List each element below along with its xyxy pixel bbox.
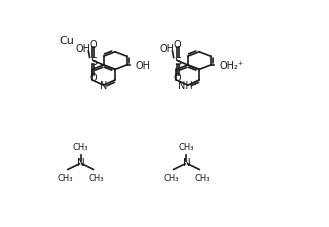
Text: OH: OH [136,61,150,71]
Text: CH₃: CH₃ [194,173,210,183]
Text: Cu: Cu [59,36,74,46]
Text: OH: OH [160,44,175,54]
Text: CH₃: CH₃ [88,173,104,183]
Text: N: N [183,158,190,168]
Text: OH: OH [76,44,91,54]
Text: S: S [90,56,97,66]
Text: OH₂⁺: OH₂⁺ [220,61,244,71]
Text: N: N [77,158,85,168]
Text: O: O [174,40,181,50]
Text: S: S [174,56,181,66]
Text: O: O [174,73,181,83]
Text: CH₃: CH₃ [58,173,73,183]
Text: CH₃: CH₃ [73,142,89,151]
Text: CH₃: CH₃ [179,142,194,151]
Text: NH⁺: NH⁺ [178,80,198,90]
Text: N: N [100,80,107,90]
Text: O: O [89,40,97,50]
Text: CH₃: CH₃ [164,173,179,183]
Text: O: O [89,73,97,83]
